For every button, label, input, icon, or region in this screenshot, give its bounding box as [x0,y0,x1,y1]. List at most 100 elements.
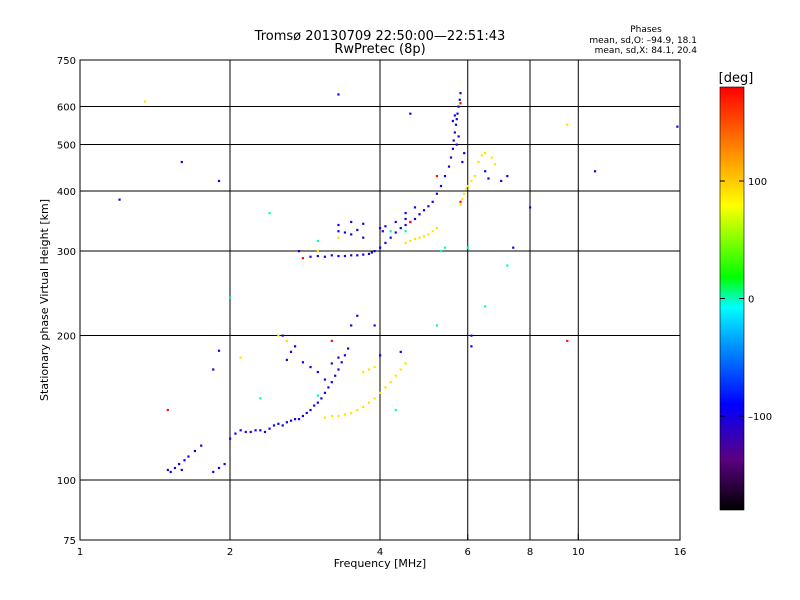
data-point [394,220,397,224]
data-point [362,253,365,256]
data-point [367,252,371,256]
data-point [356,314,359,317]
data-point [212,368,215,371]
data-point [330,381,333,384]
data-point [289,350,293,353]
data-point [330,339,333,343]
data-point [285,339,288,343]
data-point [379,246,382,249]
data-point [350,254,353,257]
data-point [389,236,392,239]
data-point [459,92,462,95]
data-point [309,255,312,258]
y-axis-label: Stationary phase Virtual Height [km] [38,199,51,401]
data-point [337,254,340,258]
data-point [455,118,458,121]
data-point [451,147,455,150]
data-point [459,200,462,203]
data-point [337,356,340,359]
data-point [217,179,221,183]
data-point [593,170,597,173]
data-point [277,422,280,425]
data-point [447,165,451,168]
data-point [455,143,458,146]
colorbar-tick-label: 100 [748,177,767,188]
data-point [453,131,456,134]
data-point [356,228,359,232]
y-tick-label: 300 [57,247,76,258]
data-point [409,112,412,115]
data-point [459,102,462,105]
data-point [389,381,392,384]
x-tick-label: 1 [77,547,83,558]
data-point [493,163,497,166]
data-point [384,386,387,389]
data-point [343,413,347,416]
x-tick-label: 4 [377,547,383,558]
data-point [409,220,412,224]
y-tick-label: 750 [57,56,76,67]
data-point [316,401,319,404]
data-point [484,152,487,155]
data-point [166,468,169,472]
data-point [500,179,503,183]
data-point [435,174,438,178]
data-point [512,246,515,249]
data-point [272,424,276,427]
data-point [456,112,459,115]
data-point [350,411,353,415]
data-point [249,430,252,434]
data-point [566,339,569,343]
data-point [676,125,679,128]
data-point [435,324,438,327]
data-point [327,386,330,389]
data-point [330,414,333,418]
data-point [239,429,242,432]
data-point [439,184,443,188]
data-point [506,174,509,178]
data-point [316,239,319,243]
x-tick-label: 6 [465,547,471,558]
data-point [234,432,237,435]
data-point [301,361,305,364]
data-point [439,250,443,253]
axis-ticks: 1 2 4 6 8 10 16 75 100 200 300 400 500 600 750 [57,56,686,558]
data-point [330,254,333,257]
data-point [466,184,469,188]
data-point [473,174,477,178]
data-point [443,174,447,178]
data-point [451,119,455,123]
data-point [244,430,247,434]
data-point [477,160,480,164]
data-point [285,421,288,424]
gridlines [80,60,680,540]
data-point [427,205,430,208]
data-point [470,334,473,337]
data-point [316,394,319,397]
x-tick-label: 8 [527,547,533,558]
x-axis-label: Frequency [MHz] [334,557,426,570]
data-point [239,356,242,359]
x-tick-label: 16 [674,547,687,558]
data-point [293,345,297,348]
data-point [173,466,177,470]
data-point [323,416,327,419]
data-point [490,156,493,159]
data-point [337,223,340,227]
data-point [337,230,340,233]
data-point [229,296,232,299]
data-point [356,254,359,257]
colorbar-tick-label: –100 [748,412,772,423]
data-point [394,408,397,412]
data-point [464,187,468,190]
data-point [340,361,343,364]
data-point [281,424,284,427]
data-point [394,374,397,377]
data-point [379,227,382,230]
data-point [413,206,417,209]
data-point [362,370,365,374]
data-point [418,236,421,239]
data-point [431,200,434,203]
data-point [200,444,203,447]
data-point [305,411,308,415]
